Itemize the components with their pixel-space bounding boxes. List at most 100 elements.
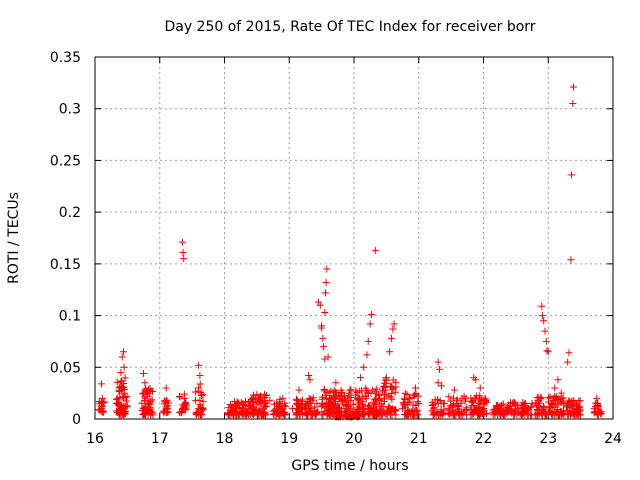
data-point xyxy=(376,394,384,402)
data-point xyxy=(311,403,319,411)
data-point xyxy=(161,400,169,408)
data-point xyxy=(344,394,352,402)
data-point xyxy=(565,349,573,357)
data-point xyxy=(325,402,333,410)
data-point xyxy=(528,399,536,407)
data-point xyxy=(322,391,330,399)
data-point xyxy=(379,402,387,410)
data-point xyxy=(331,388,339,396)
data-point xyxy=(120,389,128,397)
data-point xyxy=(478,406,486,414)
data-point xyxy=(406,410,414,418)
data-point xyxy=(549,401,557,409)
data-point xyxy=(440,399,448,407)
data-point xyxy=(364,390,372,398)
data-point xyxy=(179,248,187,256)
data-point xyxy=(544,408,552,416)
data-point xyxy=(256,392,264,400)
data-point xyxy=(475,409,483,417)
data-point xyxy=(551,384,559,392)
data-point xyxy=(505,406,513,414)
y-tick-label: 0.25 xyxy=(50,153,81,169)
data-point xyxy=(567,256,575,264)
data-point xyxy=(97,405,105,413)
data-point xyxy=(339,396,347,404)
data-point xyxy=(392,379,400,387)
data-point xyxy=(570,399,578,407)
data-point xyxy=(321,308,329,316)
data-point xyxy=(434,379,442,387)
data-point xyxy=(195,405,203,413)
data-point xyxy=(412,384,420,392)
data-point xyxy=(305,372,313,380)
data-point xyxy=(401,389,409,397)
data-point xyxy=(411,391,419,399)
x-tick-label: 20 xyxy=(345,431,363,447)
data-point xyxy=(361,410,369,418)
data-point xyxy=(178,409,186,417)
data-point xyxy=(378,411,386,419)
axis-ticks: 16 17 18 19 20 21 22 23 24 0 0.05 0.1 0.15 0.2 0.25 0.3… xyxy=(50,50,622,447)
data-point xyxy=(460,392,468,400)
data-point xyxy=(536,399,544,407)
plot-frame xyxy=(94,56,614,420)
data-point xyxy=(178,238,186,246)
grid-lines xyxy=(95,57,613,419)
data-point xyxy=(164,405,172,413)
data-point xyxy=(352,412,360,420)
data-point xyxy=(327,394,335,402)
data-point xyxy=(296,411,304,419)
y-tick-label: 0 xyxy=(72,412,81,428)
data-point xyxy=(382,374,390,382)
data-point xyxy=(379,410,387,418)
data-point xyxy=(309,409,317,417)
data-point xyxy=(359,398,367,406)
data-point xyxy=(118,353,126,361)
data-point xyxy=(543,347,551,355)
data-point xyxy=(120,410,128,418)
data-point xyxy=(277,407,285,415)
data-point xyxy=(143,389,151,397)
y-tick-label: 0.2 xyxy=(59,205,81,221)
data-point xyxy=(252,408,260,416)
data-point xyxy=(364,337,372,345)
data-point xyxy=(430,408,438,416)
data-point xyxy=(298,399,306,407)
data-point xyxy=(140,410,148,418)
data-points xyxy=(95,83,605,421)
data-point xyxy=(142,405,150,413)
data-point xyxy=(306,408,314,416)
data-point xyxy=(322,404,330,412)
data-point xyxy=(547,399,555,407)
data-point xyxy=(388,395,396,403)
data-point xyxy=(389,325,397,333)
x-tick-label: 16 xyxy=(86,431,104,447)
data-point xyxy=(527,403,535,411)
data-point xyxy=(372,396,380,404)
data-point xyxy=(138,399,146,407)
data-point xyxy=(320,343,328,351)
data-point xyxy=(323,265,331,273)
data-point xyxy=(405,394,413,402)
data-point xyxy=(322,278,330,286)
chart-title: Day 250 of 2015, Rate Of TEC Index for r… xyxy=(164,19,535,35)
data-point xyxy=(180,255,188,263)
data-point xyxy=(391,407,399,415)
x-tick-label: 24 xyxy=(604,431,622,447)
data-point xyxy=(502,405,510,413)
data-point xyxy=(564,409,572,417)
data-point xyxy=(542,337,550,345)
data-point xyxy=(595,407,603,415)
data-point xyxy=(435,365,443,373)
data-point xyxy=(415,399,423,407)
data-point xyxy=(369,386,377,394)
data-point xyxy=(276,410,284,418)
data-point xyxy=(594,403,602,411)
data-point xyxy=(469,397,477,405)
data-point xyxy=(430,404,438,412)
data-point xyxy=(122,397,130,405)
data-point xyxy=(544,348,552,356)
data-point xyxy=(199,397,207,405)
x-tick-label: 22 xyxy=(475,431,493,447)
data-point xyxy=(371,246,379,254)
